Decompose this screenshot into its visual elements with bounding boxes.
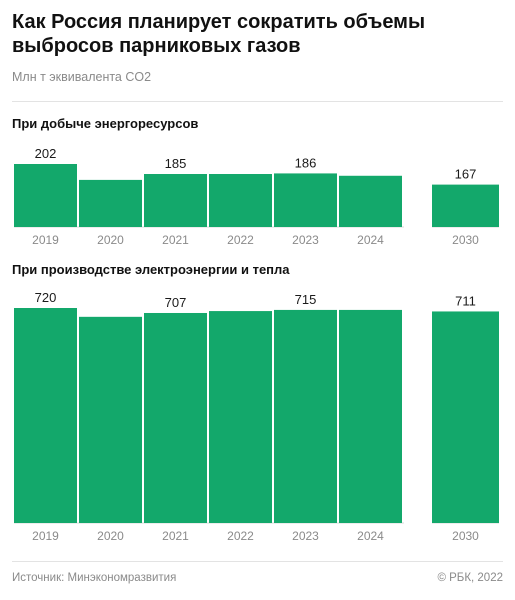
chart-2-bar-2020 [79, 316, 142, 523]
chart-2-title: При производстве электроэнергии и тепла [12, 262, 290, 277]
chart-2-value-label: 711 [455, 293, 476, 308]
chart-1-bar-2021 [144, 174, 207, 227]
source-note: Источник: Минэкономразвития [12, 572, 177, 584]
copyright-note: © РБК, 2022 [437, 572, 503, 584]
chart-2-bar-2030 [432, 311, 499, 523]
chart-1-tick-label: 2024 [357, 233, 384, 247]
chart-1-bar-2023 [274, 173, 337, 227]
chart-1-tick-label: 2019 [32, 233, 59, 247]
chart-1-tick-label: 2023 [292, 233, 319, 247]
chart-1-value-label: 186 [295, 155, 317, 170]
chart-2-bar-2023 [274, 309, 337, 523]
chart-2-value-label: 707 [165, 295, 187, 310]
chart-1-bar-2024 [339, 175, 402, 227]
chart-2-tick-label: 2020 [97, 529, 124, 543]
chart-1-tick-label: 2020 [97, 233, 124, 247]
chart-2-value-label: 715 [295, 292, 317, 307]
chart-2-tick-label: 2021 [162, 529, 189, 543]
chart-1-bar-2022 [209, 174, 272, 227]
chart-1-tick-label: 2030 [452, 233, 479, 247]
chart-1-value-label: 202 [35, 146, 57, 161]
chart-2-tick-label: 2024 [357, 529, 384, 543]
chart-1-value-label: 167 [455, 167, 477, 182]
chart-2-bar-2022 [209, 311, 272, 523]
power-heat-chart: 720 2019 2020 707 2021 2022 715 2023 2024 711 2030 [14, 290, 499, 543]
chart-1-title: При добыче энергоресурсов [12, 116, 199, 131]
chart-2-tick-label: 2022 [227, 529, 254, 543]
chart-1-bar-2019 [14, 164, 77, 227]
chart-1-bar-2030 [432, 184, 499, 227]
chart-2-bar-2024 [339, 309, 402, 523]
chart-2-tick-label: 2023 [292, 529, 319, 543]
energy-extraction-chart: 202 2019 2020 185 2021 2022 186 2023 2024 167 2030 [14, 146, 499, 247]
chart-2-tick-label: 2019 [32, 529, 59, 543]
chart-2-value-label: 720 [35, 290, 57, 305]
units-subtitle: Млн т эквивалента CO2 [12, 70, 152, 84]
chart-2-bar-2019 [14, 308, 77, 523]
footer-divider [12, 561, 503, 562]
chart-1-value-label: 185 [165, 156, 187, 171]
chart-2-bar-2021 [144, 312, 207, 523]
chart-2-tick-label: 2030 [452, 529, 479, 543]
chart-1-tick-label: 2021 [162, 233, 189, 247]
header-divider [12, 101, 503, 102]
chart-1-tick-label: 2022 [227, 233, 254, 247]
page-title: Как Россия планирует сократить объемы вы… [12, 11, 426, 57]
chart-1-bar-2020 [79, 179, 142, 227]
